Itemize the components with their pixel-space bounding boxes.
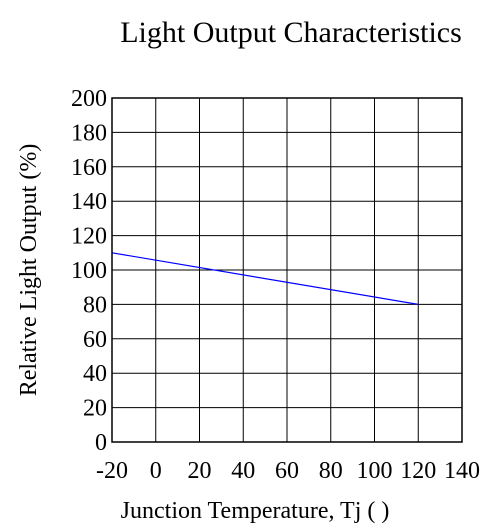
x-ticks: -20 0 20 40 60 80 100 120 140: [96, 458, 480, 484]
x-axis-label: Junction Temperature, Tj ( ): [121, 498, 390, 524]
series-line-0: [111, 252, 419, 305]
y-tick-label-80: 80: [83, 292, 107, 318]
y-tick-label-60: 60: [83, 327, 107, 353]
y-tick-label-0: 0: [95, 430, 107, 456]
series-layer: [111, 252, 419, 305]
plot-border: [111, 97, 463, 443]
x-tick-label-20: 20: [188, 458, 212, 484]
chart-title: Light Output Characteristics: [120, 16, 462, 49]
plot-frame: [111, 97, 463, 443]
y-axis-label: Relative Light Output (%): [16, 144, 42, 397]
y-tick-label-140: 140: [71, 189, 107, 215]
y-tick-label-160: 160: [71, 155, 107, 181]
y-tick-label-180: 180: [71, 120, 107, 146]
y-ticks: 0 20 40 60 80 100 120 140 160 180 200: [71, 86, 107, 456]
grid: [111, 97, 463, 443]
y-tick-label-100: 100: [71, 258, 107, 284]
y-tick-label-40: 40: [83, 361, 107, 387]
x-tick-label-120: 120: [400, 458, 436, 484]
y-tick-label-120: 120: [71, 224, 107, 250]
y-tick-label-20: 20: [83, 396, 107, 422]
x-tick-label-80: 80: [319, 458, 343, 484]
x-tick-label-140: 140: [444, 458, 480, 484]
x-tick-label-0: 0: [150, 458, 162, 484]
x-tick-label-60: 60: [275, 458, 299, 484]
x-tick-label-40: 40: [231, 458, 255, 484]
x-tick-label-100: 100: [357, 458, 393, 484]
y-tick-label-200: 200: [71, 86, 107, 112]
x-tick-label--20: -20: [96, 458, 128, 484]
